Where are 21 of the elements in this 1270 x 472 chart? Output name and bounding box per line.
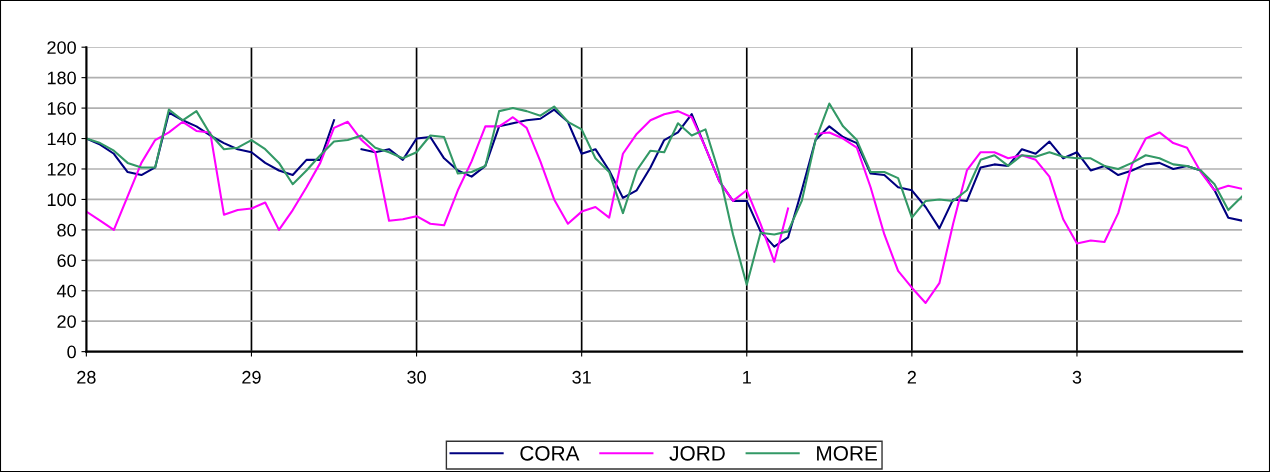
x-tick-label: 29	[242, 370, 261, 384]
y-tick-label: 0	[67, 345, 76, 359]
y-tick-label: 200	[47, 41, 76, 54]
y-tick-label: 60	[57, 254, 76, 268]
x-tick-label: 31	[572, 370, 591, 384]
legend-label: CORA	[520, 445, 580, 461]
y-tick-label: 40	[56, 284, 76, 298]
x-tick-label: 2	[907, 370, 916, 384]
y-tick-label: 180	[47, 71, 76, 85]
y-tick-label: 160	[47, 102, 76, 115]
y-tick-label: 120	[47, 162, 76, 176]
x-tick-label: 1	[743, 371, 751, 384]
y-tick-label: 100	[47, 193, 76, 207]
y-tick-label: 80	[57, 223, 76, 237]
legend-label: MORE	[817, 445, 877, 461]
x-tick-label: 28	[77, 370, 96, 384]
x-tick-label: 30	[407, 370, 426, 384]
y-tick-label: 140	[47, 132, 76, 146]
y-tick-label: 20	[57, 315, 76, 328]
legend-label: JORD	[669, 445, 725, 461]
x-tick-label: 3	[1072, 370, 1082, 384]
